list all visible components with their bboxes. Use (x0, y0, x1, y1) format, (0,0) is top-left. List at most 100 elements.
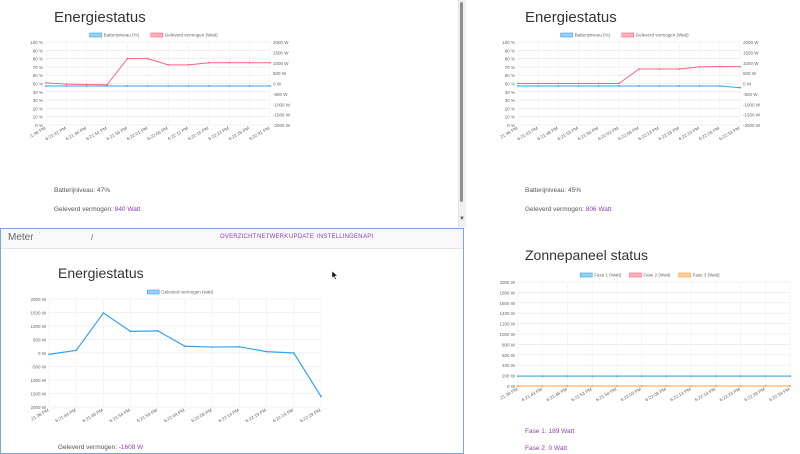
legend-label: Geleverd vermogen (Watt) (165, 33, 218, 38)
data-point (167, 85, 170, 87)
nav-link-overzicht[interactable]: OVERZICHT (220, 234, 257, 240)
phase1-value: 189 Watt (548, 428, 575, 435)
page-title: Energiestatus (525, 9, 617, 26)
data-point (739, 65, 741, 68)
battery-label: Batterijniveau: (525, 187, 567, 194)
y-tick-label: 1200 W (500, 322, 516, 327)
solar-chart: 0 W 200 W 400 W 600 W 800 W 1000 W 1200 W 1400 … (500, 272, 791, 402)
energy-chart: -2000 W -1500 W -1000 W -500 W 0 W 500 W 1000 … (31, 289, 322, 423)
data-point (541, 375, 544, 378)
data-point (665, 385, 668, 387)
data-point (739, 86, 741, 89)
y-tick-label: -2000 W (31, 405, 47, 410)
data-point (228, 85, 231, 87)
y-tick-label: 20 % (505, 106, 515, 111)
x-tick-label: 6:22:08 PM (644, 386, 667, 402)
power-value: 840 Watt (114, 206, 141, 213)
y-tick-label: 1000 W (31, 324, 47, 329)
data-point (146, 85, 149, 87)
y-tick-label: 1400 W (500, 311, 516, 316)
data-point (184, 345, 186, 348)
brand-logo[interactable]: Meter (8, 232, 34, 243)
legend-label: Fase 3 (Watt) (693, 273, 721, 278)
nav-link-netwerk[interactable]: NETWERK (257, 234, 289, 240)
data-point (238, 345, 241, 348)
y2-tick-label: -1000 W (273, 102, 291, 107)
data-point (320, 395, 322, 398)
data-point (45, 81, 47, 84)
x-tick-label: 6:22:09 PM (190, 407, 213, 423)
y2-tick-label: -2000 W (743, 123, 761, 128)
data-point (269, 61, 271, 64)
x-tick-label: 6:22:13 PM (637, 125, 660, 141)
data-point (75, 349, 78, 352)
y-tick-label: 70 % (33, 65, 43, 70)
y2-tick-label: -500 W (273, 92, 288, 97)
x-tick-label: 6:22:33 PM (768, 386, 791, 402)
y-tick-label: 100 % (502, 40, 515, 45)
data-point (65, 83, 68, 86)
scroll-down-arrow-icon[interactable]: ▼ (459, 216, 465, 222)
data-point (517, 85, 519, 87)
y-tick-label: -500 W (31, 365, 46, 370)
data-point (126, 57, 129, 60)
x-tick-label: 6:21:46 PM (65, 125, 88, 141)
y2-tick-label: 1500 W (743, 50, 759, 55)
y-tick-label: 10 % (33, 115, 43, 120)
data-point (718, 65, 721, 68)
series-line (45, 58, 270, 86)
data-point (211, 346, 214, 348)
legend-swatch (621, 32, 635, 38)
x-tick-label: 6:22:03 PM (620, 386, 643, 402)
nav-link-api[interactable]: API (363, 234, 374, 240)
y2-tick-label: 2000 W (273, 40, 289, 45)
page-title: Zonnepaneel status (525, 247, 648, 263)
power-label: Geleverd vermogen: (525, 206, 584, 213)
data-point (616, 385, 618, 387)
phase1-label: Fase 1: (525, 428, 547, 435)
data-point (187, 85, 190, 87)
x-tick-label: 6:21:58 PM (577, 125, 600, 141)
nav-link-instellingen[interactable]: INSTELLINGEN (317, 234, 363, 240)
y-tick-label: 60 % (33, 73, 43, 78)
legend-label: Geleverd vermogen (watt) (161, 290, 214, 295)
y2-tick-label: 1500 W (273, 50, 289, 55)
data-point (764, 375, 767, 378)
data-point (566, 375, 569, 378)
legend-label: Fase 2 (Watt) (643, 273, 671, 278)
data-point (638, 85, 640, 87)
data-point (557, 85, 560, 87)
pane-top-right: Energiestatus 0 % 10 % 20 % 30 % 40 % 50 % 60 … (470, 0, 800, 228)
y-tick-label: 70 % (505, 65, 515, 70)
phase1-info: Fase 1: 189 Watt (525, 428, 574, 435)
scrollbar-thumb[interactable] (460, 2, 463, 202)
y2-tick-label: 1000 W (273, 61, 289, 66)
x-tick-label: 6:21:49 PM (81, 407, 104, 423)
y-tick-label: 1500 W (31, 311, 47, 316)
x-tick-label: 6:22:28 PM (743, 386, 766, 402)
data-point (48, 353, 50, 356)
x-tick-label: 6:21:48 PM (546, 386, 569, 402)
x-tick-label: 6:21:59 PM (136, 407, 159, 423)
mouse-cursor-icon (332, 271, 338, 280)
legend-swatch (579, 272, 593, 278)
x-tick-label: 6:22:18 PM (694, 386, 717, 402)
x-tick-label: 6:22:26 PM (228, 125, 251, 141)
x-tick-label: 6:21:44 PM (54, 407, 77, 423)
data-point (129, 330, 132, 333)
x-tick-label: 6:22:14 PM (217, 407, 240, 423)
legend-label: Geleverd vermogen (Watt) (636, 33, 689, 38)
y-tick-label: 400 W (502, 363, 516, 368)
power-label: Geleverd vermogen: (54, 206, 113, 213)
data-point (541, 385, 544, 387)
data-point (517, 375, 519, 378)
data-point (106, 83, 108, 86)
x-tick-label: 6:22:01 PM (126, 125, 149, 141)
nav-link-update[interactable]: UPDATE (289, 234, 315, 240)
y-tick-label: 800 W (502, 342, 516, 347)
x-tick-label: 6:22:19 PM (245, 407, 268, 423)
series-line (518, 65, 741, 84)
data-point (45, 85, 47, 87)
data-point (156, 329, 159, 332)
y-tick-label: 600 W (502, 353, 516, 358)
